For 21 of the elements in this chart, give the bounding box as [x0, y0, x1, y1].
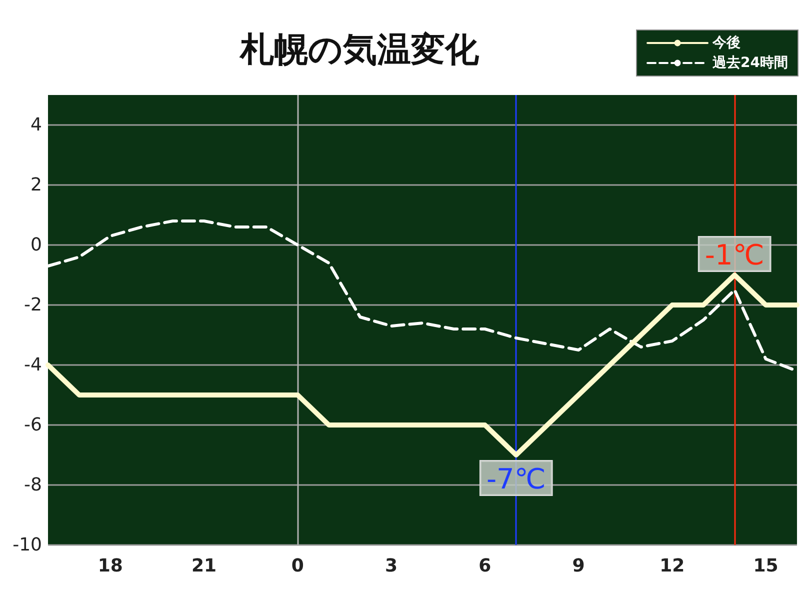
x-tick-label: 0: [291, 556, 304, 576]
annotation: -7℃: [486, 462, 546, 496]
legend-label: 過去24時間: [712, 55, 788, 71]
x-tick-label: 9: [572, 556, 585, 576]
chart-title: 札幌の気温変化: [239, 30, 480, 70]
y-tick-label: -10: [12, 534, 42, 556]
y-tick-label: 4: [30, 114, 42, 136]
legend-label: 今後: [712, 35, 741, 51]
y-tick-label: -4: [24, 354, 42, 376]
x-tick-label: 12: [660, 556, 685, 576]
y-tick-label: 2: [30, 174, 42, 196]
y-tick-label: 0: [30, 234, 42, 256]
y-tick-label: -6: [24, 414, 42, 436]
x-tick-label: 18: [98, 556, 123, 576]
annotation: -1℃: [704, 238, 764, 272]
x-tick-label: 6: [478, 556, 492, 576]
y-tick-label: -8: [24, 474, 42, 496]
y-tick-label: -2: [24, 294, 42, 316]
x-tick-label: 3: [385, 556, 398, 576]
x-tick-label: 15: [753, 556, 778, 576]
x-tick-label: 21: [192, 556, 217, 576]
